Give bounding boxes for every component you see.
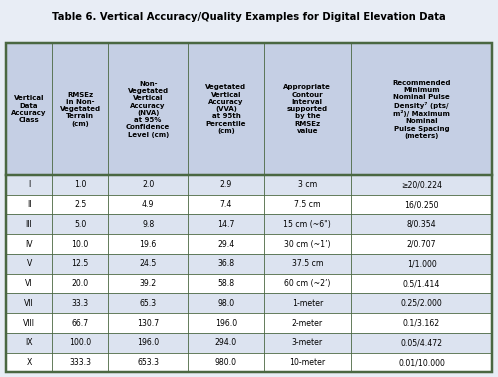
Text: 60 cm (~2’): 60 cm (~2’) — [284, 279, 331, 288]
Text: 66.7: 66.7 — [72, 319, 89, 328]
Text: RMSEz
in Non-
Vegetated
Terrain
(cm): RMSEz in Non- Vegetated Terrain (cm) — [60, 92, 101, 127]
Text: 294.0: 294.0 — [215, 338, 237, 347]
Bar — [6, 333, 492, 353]
Text: 24.5: 24.5 — [139, 259, 157, 268]
Text: 14.7: 14.7 — [217, 220, 235, 229]
Text: Vegetated
Vertical
Accuracy
(VVA)
at 95th
Percentile
(cm): Vegetated Vertical Accuracy (VVA) at 95t… — [205, 84, 247, 134]
Text: 100.0: 100.0 — [69, 338, 91, 347]
Text: I: I — [28, 180, 30, 189]
Text: 5.0: 5.0 — [74, 220, 86, 229]
Bar — [6, 313, 492, 333]
Bar — [6, 43, 492, 372]
Text: 0.01/10.000: 0.01/10.000 — [398, 358, 445, 367]
Bar — [6, 274, 492, 293]
Text: 9.8: 9.8 — [142, 220, 154, 229]
Text: Vertical
Data
Accuracy
Class: Vertical Data Accuracy Class — [11, 95, 47, 123]
Text: VII: VII — [24, 299, 34, 308]
Text: 333.3: 333.3 — [69, 358, 91, 367]
Text: 33.3: 33.3 — [72, 299, 89, 308]
Text: 36.8: 36.8 — [217, 259, 235, 268]
Text: Table 6. Vertical Accuracy/Quality Examples for Digital Elevation Data: Table 6. Vertical Accuracy/Quality Examp… — [52, 12, 446, 22]
Text: 65.3: 65.3 — [139, 299, 157, 308]
Text: 1.0: 1.0 — [74, 180, 86, 189]
Text: 10.0: 10.0 — [72, 240, 89, 248]
Bar — [6, 175, 492, 195]
Bar — [6, 293, 492, 313]
Text: 1-meter: 1-meter — [292, 299, 323, 308]
Text: 4.9: 4.9 — [142, 200, 154, 209]
Text: IV: IV — [25, 240, 33, 248]
Text: 19.6: 19.6 — [139, 240, 157, 248]
Text: 3-meter: 3-meter — [292, 338, 323, 347]
Text: 0.5/1.414: 0.5/1.414 — [403, 279, 440, 288]
Text: Non-
Vegetated
Vertical
Accuracy
(NVA)
at 95%
Confidence
Level (cm): Non- Vegetated Vertical Accuracy (NVA) a… — [126, 81, 170, 138]
Text: X: X — [26, 358, 32, 367]
Text: 1/1.000: 1/1.000 — [407, 259, 436, 268]
Text: II: II — [27, 200, 31, 209]
Text: 39.2: 39.2 — [139, 279, 157, 288]
Text: 196.0: 196.0 — [137, 338, 159, 347]
Text: 12.5: 12.5 — [72, 259, 89, 268]
Text: 15 cm (~6"): 15 cm (~6") — [283, 220, 331, 229]
Bar — [6, 254, 492, 274]
Text: 0.1/3.162: 0.1/3.162 — [403, 319, 440, 328]
Text: 0.05/4.472: 0.05/4.472 — [400, 338, 443, 347]
Text: 58.8: 58.8 — [217, 279, 235, 288]
Text: 37.5 cm: 37.5 cm — [291, 259, 323, 268]
Text: ≥20/0.224: ≥20/0.224 — [401, 180, 442, 189]
Text: 98.0: 98.0 — [217, 299, 235, 308]
Bar — [6, 195, 492, 215]
Text: 3 cm: 3 cm — [298, 180, 317, 189]
Text: 0.25/2.000: 0.25/2.000 — [401, 299, 442, 308]
Text: III: III — [26, 220, 32, 229]
Text: 980.0: 980.0 — [215, 358, 237, 367]
Text: 2.0: 2.0 — [142, 180, 154, 189]
Text: 16/0.250: 16/0.250 — [404, 200, 439, 209]
Text: 196.0: 196.0 — [215, 319, 237, 328]
Bar — [6, 353, 492, 372]
Text: 8/0.354: 8/0.354 — [407, 220, 436, 229]
Text: V: V — [26, 259, 32, 268]
Bar — [6, 234, 492, 254]
Text: Recommended
Minimum
Nominal Pulse
Density⁷ (pts/
m²)/ Maximum
Nominal
Pulse Spac: Recommended Minimum Nominal Pulse Densit… — [392, 80, 451, 139]
Text: 2-meter: 2-meter — [292, 319, 323, 328]
Text: VIII: VIII — [23, 319, 35, 328]
Text: VI: VI — [25, 279, 33, 288]
Text: 20.0: 20.0 — [72, 279, 89, 288]
Bar — [6, 215, 492, 234]
Text: 2.9: 2.9 — [220, 180, 232, 189]
Text: 7.4: 7.4 — [220, 200, 232, 209]
Bar — [6, 43, 492, 175]
Text: 2/0.707: 2/0.707 — [407, 240, 436, 248]
Text: 653.3: 653.3 — [137, 358, 159, 367]
Text: IX: IX — [25, 338, 33, 347]
Text: 30 cm (~1’): 30 cm (~1’) — [284, 240, 331, 248]
Text: Appropriate
Contour
Interval
supported
by the
RMSEz
value: Appropriate Contour Interval supported b… — [283, 84, 331, 134]
Text: 10-meter: 10-meter — [289, 358, 325, 367]
Text: 7.5 cm: 7.5 cm — [294, 200, 321, 209]
Text: 29.4: 29.4 — [217, 240, 235, 248]
Text: 2.5: 2.5 — [74, 200, 86, 209]
Text: 130.7: 130.7 — [137, 319, 159, 328]
